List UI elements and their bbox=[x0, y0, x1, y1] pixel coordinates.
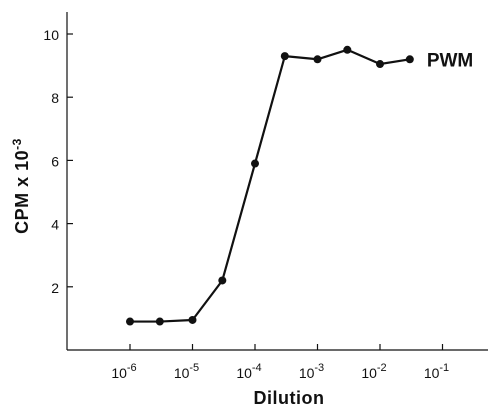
y-tick-label: 2 bbox=[51, 280, 59, 296]
series-label: PWM bbox=[427, 50, 473, 71]
data-point bbox=[405, 55, 414, 64]
data-point bbox=[343, 45, 352, 54]
y-ticks: 2 4 6 8 10 bbox=[43, 27, 73, 296]
y-axis-label-exponent: -3 bbox=[10, 138, 24, 150]
y-tick-label: 6 bbox=[51, 153, 59, 169]
data-point bbox=[376, 60, 384, 69]
series-group: PWM bbox=[126, 45, 473, 326]
data-point bbox=[155, 317, 164, 326]
x-tick-label: 10-6 bbox=[111, 362, 136, 381]
x-ticks: 10-6 10-5 10-4 10-3 10-2 10-1 bbox=[111, 344, 449, 381]
y-tick-label: 10 bbox=[43, 27, 59, 43]
data-point bbox=[280, 52, 289, 61]
data-point bbox=[251, 159, 259, 168]
y-tick-label: 8 bbox=[51, 90, 59, 106]
data-point bbox=[313, 55, 322, 64]
series-line bbox=[130, 48, 410, 323]
x-tick-label: 10-1 bbox=[424, 362, 449, 381]
x-axis-label: Dilution bbox=[254, 388, 325, 408]
x-tick-label: 10-4 bbox=[236, 362, 261, 381]
y-axis-label-base: CPM x 10 bbox=[12, 150, 32, 234]
data-point bbox=[126, 317, 134, 326]
data-point bbox=[188, 315, 197, 324]
x-tick-label: 10-5 bbox=[174, 362, 199, 381]
x-tick-label: 10-2 bbox=[361, 362, 386, 381]
y-tick-label: 4 bbox=[51, 217, 59, 233]
data-point bbox=[218, 276, 227, 285]
axes bbox=[66, 12, 488, 351]
x-tick-label: 10-3 bbox=[299, 362, 324, 381]
y-axis-label: CPM x 10-3 bbox=[10, 138, 32, 234]
